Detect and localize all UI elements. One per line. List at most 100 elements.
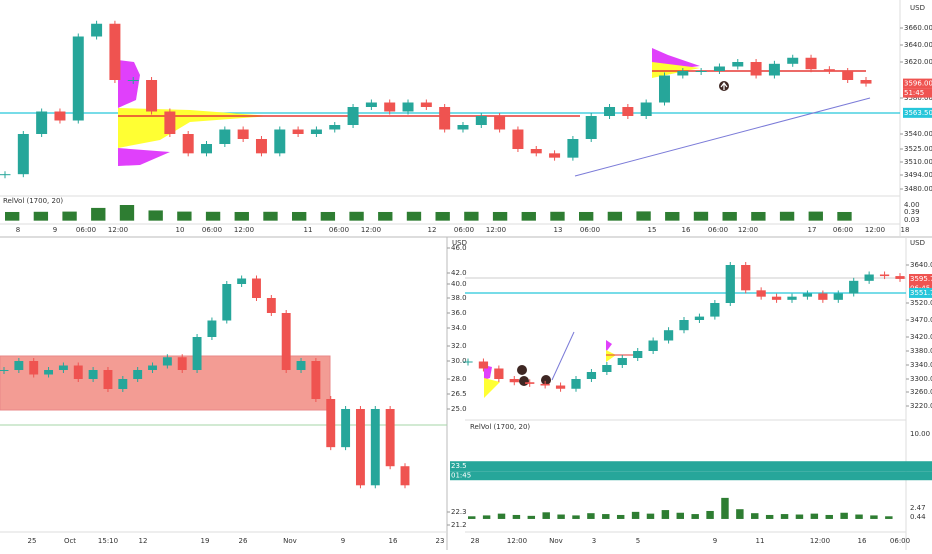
time-tick-label: 16 <box>682 226 691 234</box>
candle-body <box>439 107 451 130</box>
candle-body <box>823 69 835 71</box>
indicator-label: RelVol (1700, 20) <box>3 197 63 205</box>
countdown-tag <box>903 88 932 98</box>
candle-body <box>864 274 874 281</box>
candle-body <box>633 351 643 358</box>
price-tag-label: 3596.00 <box>904 80 932 88</box>
candle-body <box>329 125 341 130</box>
candle-body <box>118 379 128 389</box>
candle-body <box>164 111 176 134</box>
time-tick-label: 12:00 <box>108 226 128 234</box>
price-tag <box>903 107 932 118</box>
candle-body <box>0 174 11 176</box>
volume-bar <box>779 211 795 221</box>
candle-body <box>530 149 542 154</box>
price-tick-label: 3580.00 <box>904 94 932 102</box>
time-tick-label: 10 <box>176 226 185 234</box>
price-tick-label: 3340.00 <box>910 361 932 369</box>
time-tick-label: 06:00 <box>708 226 728 234</box>
candle-body <box>420 102 432 107</box>
candle-body <box>146 80 158 112</box>
indicator-label: RelVol (1700, 20) <box>470 423 530 431</box>
volume-bar <box>512 514 521 519</box>
volume-bar <box>808 211 823 221</box>
volume-bar <box>721 497 729 519</box>
countdown-tag <box>450 471 932 481</box>
signal-icon[interactable] <box>519 376 529 386</box>
volume-bar <box>5 211 20 221</box>
volume-profile <box>484 378 500 398</box>
time-tick-label: 12:00 <box>738 226 758 234</box>
candle-body <box>604 107 616 116</box>
price-tick-label: 32.0 <box>451 342 467 350</box>
time-tick-label: 12:00 <box>865 226 885 234</box>
candle-body <box>860 80 872 84</box>
candle-body <box>292 129 304 134</box>
time-tick-label: 06:00 <box>454 226 474 234</box>
candle-body <box>602 365 612 372</box>
time-tick-label: 5 <box>636 537 640 545</box>
signal-icon[interactable] <box>517 365 527 375</box>
price-tick-label: 3470.00 <box>910 316 932 324</box>
volume-bar <box>661 510 670 519</box>
volume-bar <box>602 514 610 519</box>
candle-body <box>732 62 744 67</box>
candle-body <box>17 134 29 175</box>
price-tick-label: 36.0 <box>451 309 467 317</box>
time-tick-label: 25 <box>28 537 37 545</box>
candle-body <box>177 357 187 370</box>
candle-body <box>478 361 489 369</box>
candle-body <box>341 409 351 448</box>
volume-bar <box>148 210 163 221</box>
candle-body <box>771 296 782 300</box>
price-tick-label: 46.0 <box>451 244 467 252</box>
volume-bar <box>542 512 550 519</box>
volume-bar <box>527 515 536 519</box>
volume-bar <box>572 515 580 519</box>
candle-body <box>679 320 689 331</box>
candle-body <box>586 372 597 379</box>
price-tick-label: 26.5 <box>451 390 467 398</box>
time-tick-label: 11 <box>304 226 313 234</box>
volume-bar <box>91 207 106 221</box>
volume-bar <box>177 211 192 221</box>
candle-body <box>842 71 854 80</box>
price-tick-label: 3525.00 <box>904 145 932 153</box>
candle-body <box>266 298 276 313</box>
candle-body <box>802 293 813 297</box>
indicator-tick-label: 0.44 <box>910 513 926 521</box>
volume-bar <box>234 211 249 221</box>
candle-body <box>384 102 396 112</box>
volume-bar <box>557 514 565 519</box>
candle-body <box>402 102 414 112</box>
candle-body <box>103 370 113 389</box>
volume-bar <box>579 211 594 221</box>
currency-label: USD <box>452 239 467 247</box>
price-tick-label: 3480.00 <box>904 185 932 193</box>
countdown-label: 01:45 <box>451 472 471 480</box>
time-tick-label: 12:00 <box>486 226 506 234</box>
time-tick-label: 9 <box>713 537 717 545</box>
indicator-tick-label: 2.47 <box>910 504 926 512</box>
price-tag-label: 3563.50 <box>904 109 932 117</box>
volume-profile <box>118 60 140 108</box>
price-tick-label: 3380.00 <box>910 347 932 355</box>
candle-body <box>326 399 336 448</box>
time-tick-label: 06:00 <box>890 537 910 545</box>
time-tick-label: 19 <box>201 537 210 545</box>
candle-body <box>756 290 766 297</box>
countdown-label: 51:45 <box>904 89 924 97</box>
price-tag-label: 23.5 <box>451 462 467 470</box>
signal-icon[interactable] <box>541 375 551 385</box>
volume-bar <box>33 211 49 221</box>
candle-body <box>713 66 725 71</box>
candle-body <box>91 23 103 37</box>
volume-bar <box>492 211 508 221</box>
candle-body <box>281 313 291 370</box>
volume-bar <box>837 211 852 221</box>
volume-bar <box>482 515 491 519</box>
price-tick-label: 34.0 <box>451 324 467 332</box>
volume-bar <box>378 211 393 221</box>
candle-body <box>787 296 797 300</box>
candle-body <box>182 134 194 154</box>
